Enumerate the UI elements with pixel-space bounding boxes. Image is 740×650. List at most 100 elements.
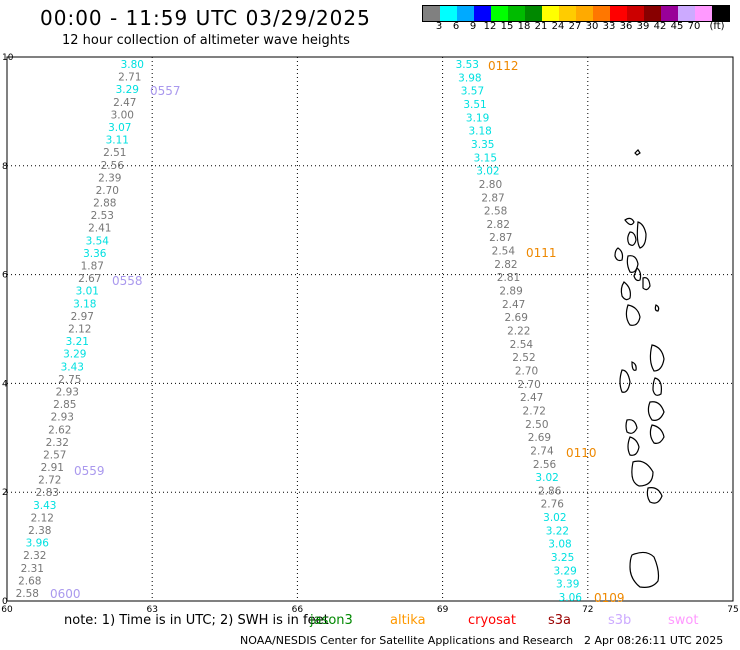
- island-outline: [636, 221, 647, 249]
- island-outline: [642, 277, 651, 291]
- track2-value: 2.82: [494, 259, 517, 271]
- track1-value: 3.00: [111, 109, 134, 121]
- x-tick-label: 66: [292, 605, 304, 615]
- legend-item-s3b: s3b: [608, 613, 632, 628]
- colorbar-cell: [627, 6, 644, 21]
- track2-time-label: 0112: [488, 59, 519, 73]
- colorbar-label: 6: [452, 21, 460, 32]
- colorbar-label: 12: [483, 21, 497, 32]
- track2-value: 2.47: [520, 392, 543, 404]
- island-outline: [654, 304, 660, 312]
- track2-value: 2.50: [525, 419, 548, 431]
- y-tick-label: 2: [2, 488, 8, 498]
- island-outline: [634, 149, 641, 156]
- track1-value: 2.91: [41, 462, 64, 474]
- colorbar-label: 18: [517, 21, 531, 32]
- track2-value: 3.98: [458, 72, 481, 84]
- track1-value: 3.21: [66, 336, 89, 348]
- track1-value: 3.43: [61, 361, 84, 373]
- timestamp-text: 2 Apr 08:26:11 UTC 2025: [584, 634, 724, 647]
- track2-value: 3.51: [463, 99, 486, 111]
- plot-frame: [6, 56, 734, 602]
- track2-value: 3.02: [543, 512, 566, 524]
- track1-time-label: 0558: [112, 274, 143, 288]
- colorbar-cell: [644, 6, 661, 21]
- legend-item-swot: swot: [668, 613, 699, 628]
- track1-time-label: 0559: [74, 464, 105, 478]
- colorbar-cell: [678, 6, 695, 21]
- colorbar-cell: [695, 6, 712, 21]
- track2-value: 2.82: [487, 219, 510, 231]
- colorbar-cell: [440, 6, 457, 21]
- island-outline: [627, 231, 637, 246]
- track1-value: 2.97: [71, 311, 94, 323]
- y-tick-label: 0: [2, 597, 8, 607]
- track1-value: 2.75: [58, 374, 81, 386]
- track2-value: 2.81: [497, 272, 520, 284]
- track1-value: 2.51: [103, 147, 126, 159]
- track1-time-label: 0557: [150, 84, 181, 98]
- colorbar-label: 9: [469, 21, 477, 32]
- track1-value: 2.71: [118, 72, 141, 84]
- map-subtitle: 12 hour collection of altimeter wave hei…: [62, 33, 350, 48]
- track2-value: 3.39: [556, 579, 579, 591]
- track1-value: 2.41: [88, 223, 111, 235]
- island-outline: [619, 369, 631, 393]
- track1-value: 3.11: [106, 135, 129, 147]
- y-tick-label: 10: [2, 53, 14, 63]
- track1-value: 3.80: [121, 59, 144, 71]
- island-outline: [646, 487, 663, 504]
- island-outline: [614, 247, 624, 262]
- island-outline: [627, 436, 640, 456]
- track1-value: 2.85: [53, 399, 76, 411]
- track2-value: 2.22: [507, 326, 530, 338]
- island-outline: [649, 344, 665, 372]
- track2-value: 3.22: [546, 525, 569, 537]
- track1-value: 2.56: [101, 160, 125, 172]
- y-tick-label: 4: [2, 379, 8, 389]
- track1-value: 1.87: [81, 261, 104, 273]
- x-tick-label: 75: [727, 605, 738, 615]
- track2-value: 2.54: [510, 339, 534, 351]
- track2-value: 2.69: [528, 432, 551, 444]
- island-outline: [652, 377, 662, 396]
- colorbar-cell: [576, 6, 593, 21]
- track2-value: 2.80: [479, 179, 502, 191]
- colorbar-cell: [559, 6, 576, 21]
- colorbar-label: 24: [551, 21, 565, 32]
- track2-value: 3.18: [468, 126, 491, 138]
- island-outline: [631, 460, 654, 487]
- track1-value: 2.68: [18, 575, 41, 587]
- track1-value: 2.39: [98, 172, 121, 184]
- island-outline: [625, 304, 641, 326]
- footer-note: note: 1) Time is in UTC; 2) SWH is in fe…: [64, 613, 329, 628]
- colorbar-label: 39: [636, 21, 650, 32]
- colorbar-cell: [491, 6, 508, 21]
- track1-value: 3.54: [86, 235, 110, 247]
- track1-value: 2.47: [113, 97, 136, 109]
- track2-value: 2.87: [489, 232, 512, 244]
- credit-text: NOAA/NESDIS Center for Satellite Applica…: [240, 634, 574, 647]
- track2-value: 2.70: [515, 365, 538, 377]
- track2-value: 2.58: [484, 206, 507, 218]
- track1-value: 3.18: [73, 298, 96, 310]
- colorbar-cell: [610, 6, 627, 21]
- track2-value: 2.74: [530, 445, 554, 457]
- track2-time-label: 0111: [526, 246, 557, 260]
- colorbar-label: 15: [500, 21, 514, 32]
- track1-value: 2.62: [48, 424, 71, 436]
- track2-value: 2.70: [517, 379, 540, 391]
- colorbar-label: 30: [585, 21, 599, 32]
- y-tick-label: 8: [2, 162, 8, 172]
- track1-value: 2.88: [93, 198, 116, 210]
- colorbar-cell: [525, 6, 542, 21]
- island-outline: [647, 401, 665, 421]
- colorbar-labels: 3 6 9 12 15 18 21 24 27 30 33 36 39 42 45 70 (ft): [422, 21, 740, 35]
- track1-value: 3.36: [83, 248, 107, 260]
- track1-value: 2.72: [38, 475, 61, 487]
- track2-value: 2.52: [512, 352, 535, 364]
- wave-height-colorbar: [422, 5, 730, 22]
- track1-value: 2.12: [31, 512, 54, 524]
- track1-value: 2.83: [36, 487, 59, 499]
